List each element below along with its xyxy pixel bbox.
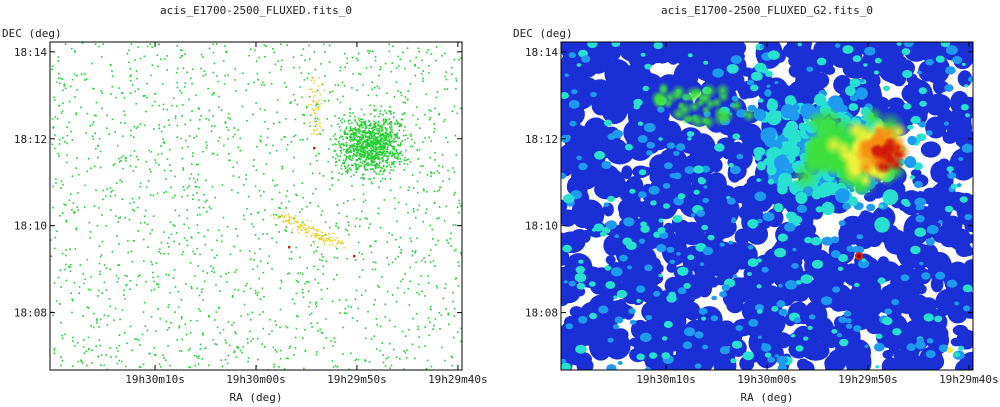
edge-source bbox=[947, 347, 953, 353]
right-x-tick-label: 19h29m50s bbox=[838, 373, 898, 386]
left-x-tick-label: 19h29m50s bbox=[327, 373, 387, 386]
heatmap-hot-layer bbox=[650, 81, 953, 353]
bright-event-point bbox=[353, 255, 356, 258]
right-heatmap bbox=[561, 42, 973, 370]
right-ylabel: DEC (deg) bbox=[513, 27, 573, 40]
right-y-tick-label: 18:08 bbox=[525, 307, 558, 320]
left-plot-frame bbox=[49, 41, 463, 371]
left-panel: acis_E1700-2500_FLUXED.fits_0 DEC (deg) … bbox=[2, 4, 488, 404]
bright-event-point bbox=[313, 147, 316, 150]
left-event-points bbox=[50, 42, 462, 370]
right-title: acis_E1700-2500_FLUXED_G2.fits_0 bbox=[661, 4, 873, 17]
right-y-tick-label: 18:14 bbox=[525, 46, 558, 59]
left-x-tick-label: 19h30m10s bbox=[125, 373, 185, 386]
right-x-tick-label: 19h30m10s bbox=[636, 373, 696, 386]
left-y-tick-label: 18:08 bbox=[14, 307, 47, 320]
right-x-tick-label: 19h30m00s bbox=[737, 373, 797, 386]
bright-event-point bbox=[288, 246, 291, 249]
left-y-tick-label: 18:12 bbox=[14, 133, 47, 146]
right-y-tick-label: 18:12 bbox=[525, 133, 558, 146]
right-axis-ticks: 19h30m10s 19h30m00s 19h29m50s 19h29m40s 18:1… bbox=[525, 42, 999, 386]
left-xlabel: RA (deg) bbox=[230, 391, 283, 404]
right-panel: acis_E1700-2500_FLUXED_G2.fits_0 DEC (de… bbox=[513, 4, 999, 404]
left-title: acis_E1700-2500_FLUXED.fits_0 bbox=[160, 4, 352, 17]
left-ylabel: DEC (deg) bbox=[2, 27, 62, 40]
left-axis-ticks: 19h30m10s 19h30m00s 19h29m50s 19h29m40s 18:1… bbox=[14, 42, 488, 386]
right-x-tick-label: 19h29m40s bbox=[939, 373, 999, 386]
left-x-tick-label: 19h30m00s bbox=[226, 373, 286, 386]
right-xlabel: RA (deg) bbox=[741, 391, 794, 404]
right-y-tick-label: 18:10 bbox=[525, 220, 558, 233]
left-y-tick-label: 18:10 bbox=[14, 220, 47, 233]
left-y-tick-label: 18:14 bbox=[14, 46, 47, 59]
left-x-tick-label: 19h29m40s bbox=[428, 373, 488, 386]
